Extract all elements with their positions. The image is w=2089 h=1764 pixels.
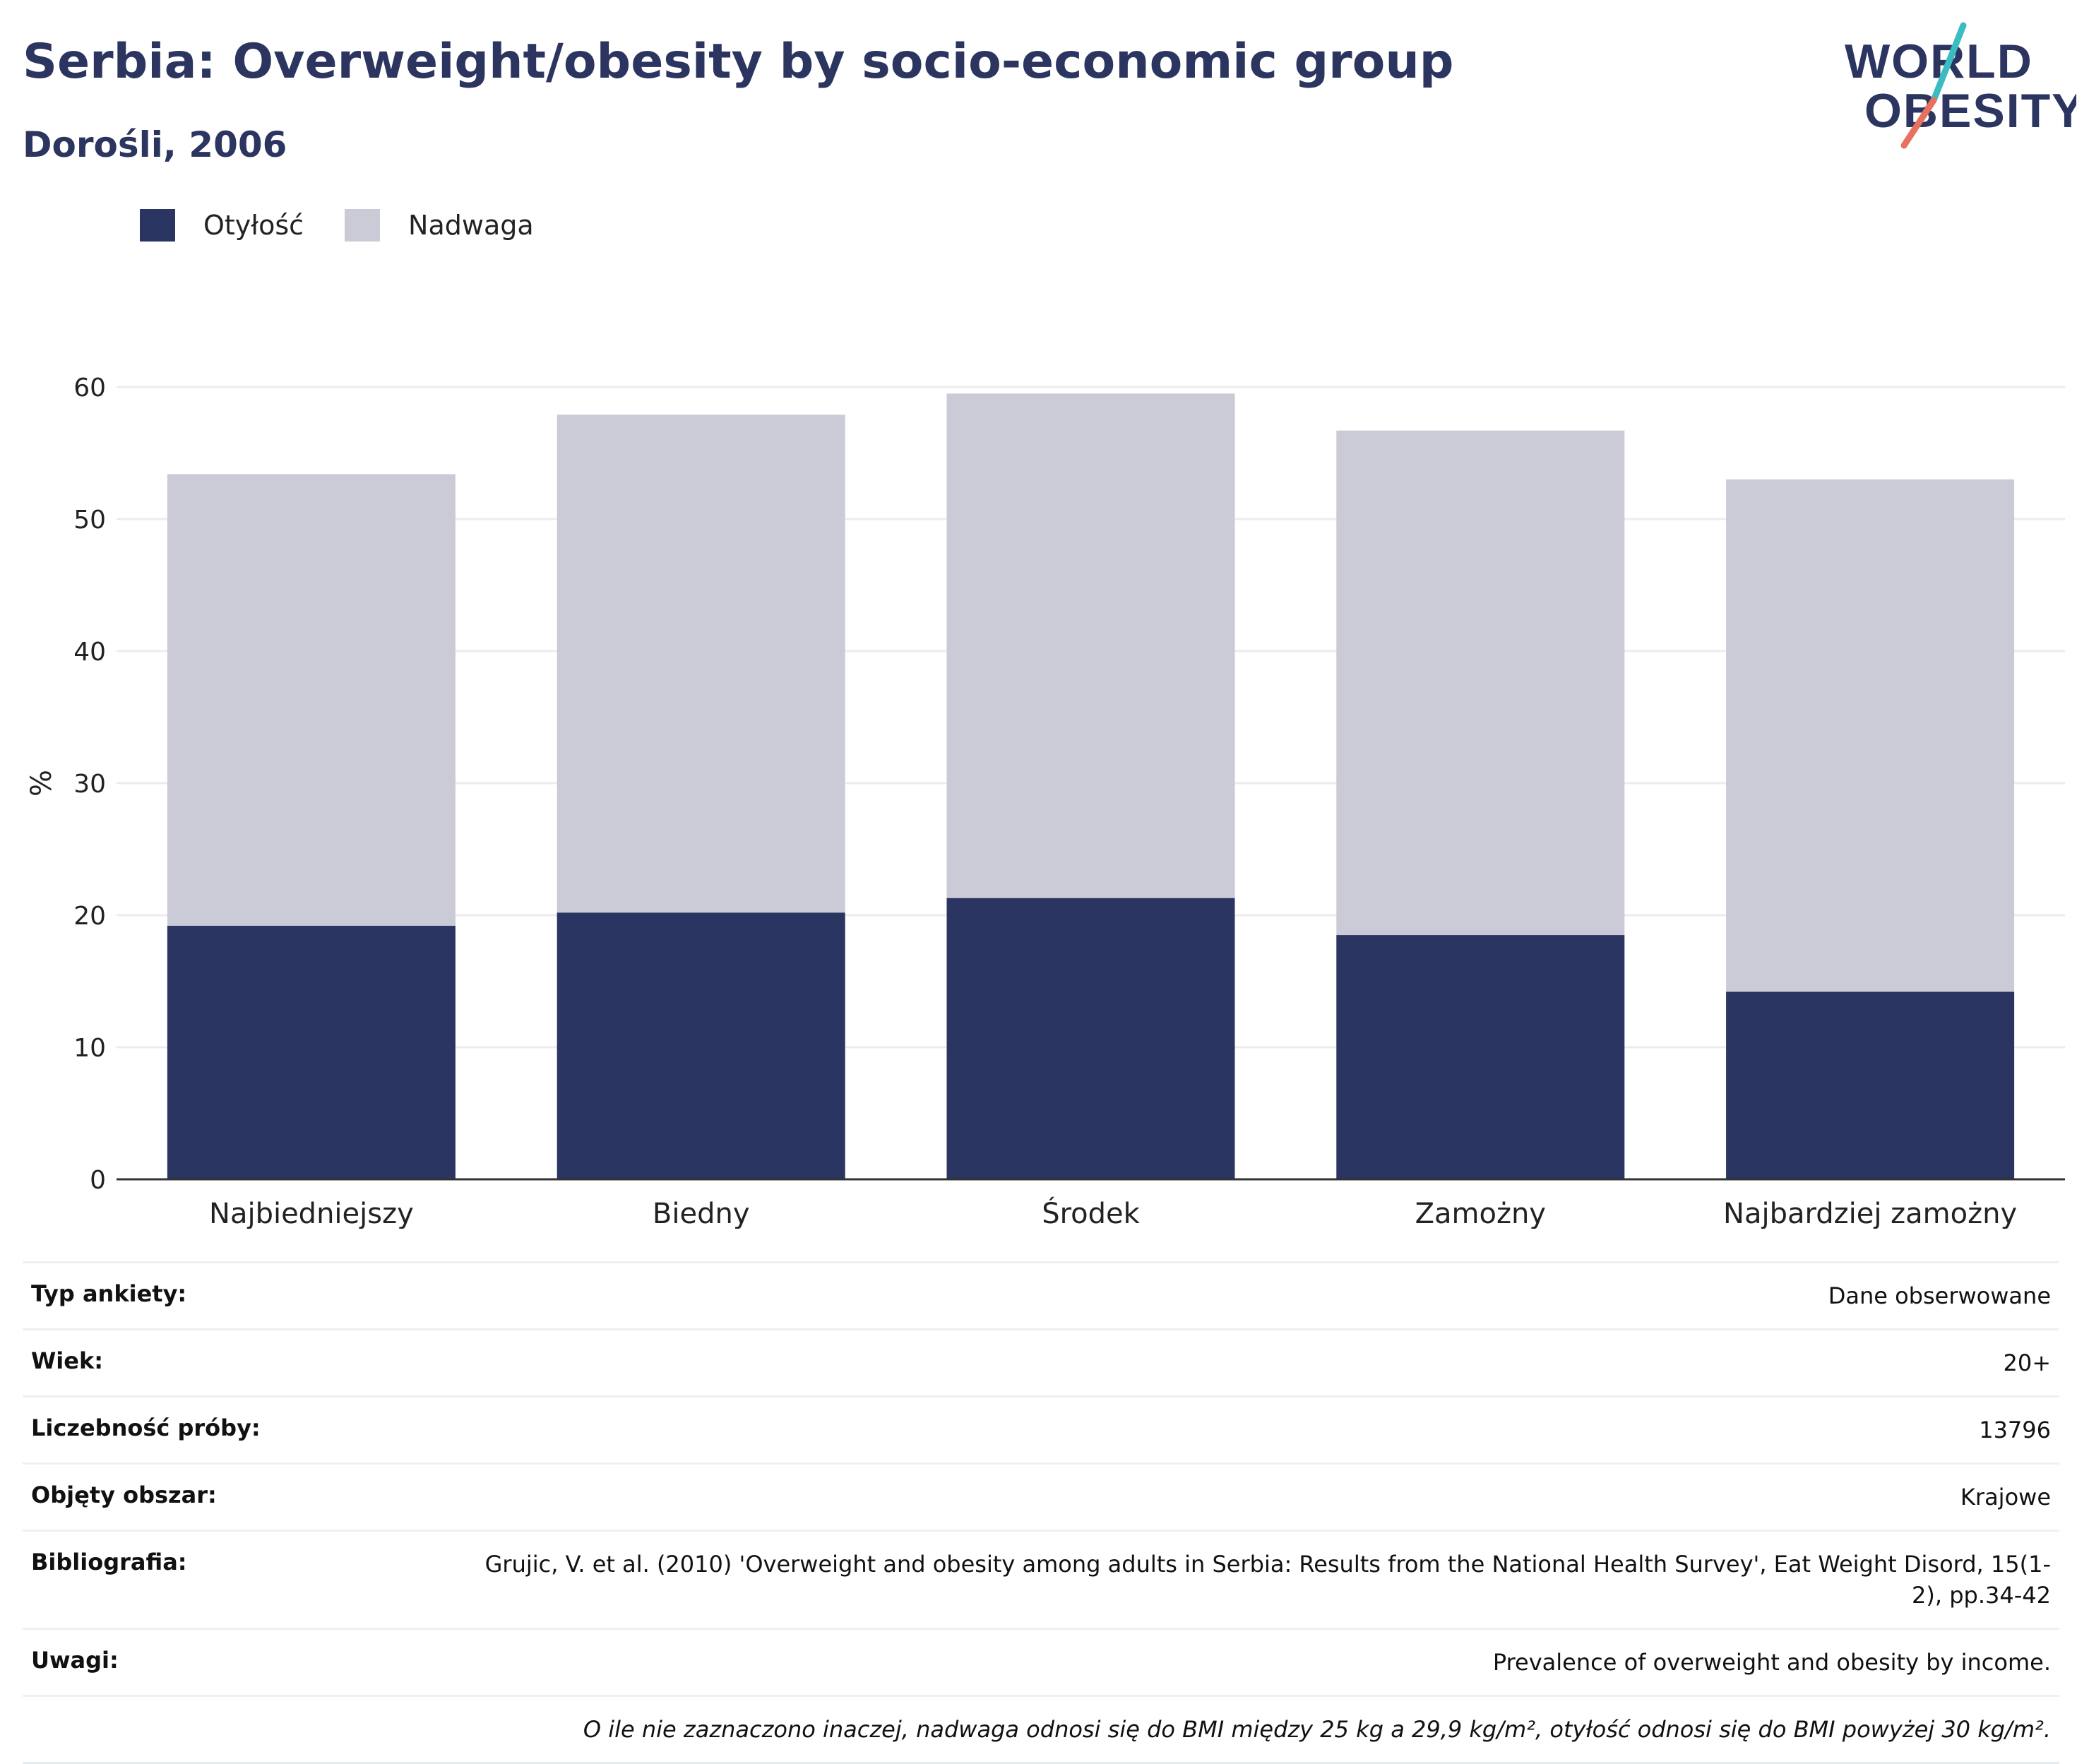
bar-obesity (167, 925, 456, 1179)
y-tick-label: 10 (73, 1034, 106, 1063)
bar-obesity (557, 912, 845, 1179)
info-key: Liczebność próby: (23, 1395, 463, 1464)
y-tick-label: 30 (73, 770, 106, 799)
info-key: Objęty obszar: (23, 1462, 463, 1531)
info-key: Typ ankiety: (23, 1261, 463, 1330)
y-axis-title: % (25, 770, 58, 797)
bar-overweight (557, 415, 845, 913)
survey-info-table: Typ ankiety: Dane obserwowane Wiek: 20+ Licz… (23, 1261, 2059, 1764)
info-row: Uwagi: Prevalence of overweight and obesi… (23, 1628, 2059, 1696)
footnote-row: O ile nie zaznaczono inaczej, nadwaga od… (23, 1695, 2059, 1764)
info-key: Wiek: (23, 1328, 463, 1397)
info-value: 20+ (463, 1328, 2059, 1397)
y-tick-label: 0 (90, 1166, 106, 1195)
x-tick-label: Najbardziej zamożny (1723, 1198, 2017, 1229)
bar-obesity (1726, 991, 2015, 1179)
logo-slash-red (1900, 97, 1937, 149)
y-tick-label: 20 (73, 902, 106, 931)
bar-chart: 0 10 20 30 40 50 60% Najbiedniejszy Biedny Środek… (25, 374, 2065, 1229)
x-tick-label: Środek (1042, 1196, 1140, 1229)
info-value: Krajowe (463, 1462, 2059, 1531)
info-key: Uwagi: (23, 1628, 463, 1696)
legend-label-obesity: Otyłość (203, 210, 304, 241)
bars (167, 393, 2015, 1179)
info-row: Liczebność próby: 13796 (23, 1395, 2059, 1464)
bar-obesity (946, 898, 1235, 1179)
info-value: Dane obserwowane (463, 1261, 2059, 1330)
x-tick-label: Najbiedniejszy (209, 1198, 414, 1229)
axes: 0 10 20 30 40 50 60% Najbiedniejszy Biedny Środek… (25, 374, 2065, 1229)
x-tick-label: Biedny (653, 1198, 750, 1229)
world-obesity-logo: WORLD OBESITY (1845, 22, 2076, 149)
y-tick-label: 40 (73, 638, 106, 667)
y-tick-label: 60 (73, 374, 106, 403)
info-row: Bibliografia: Grujic, V. et al. (2010) 'O… (23, 1530, 2059, 1629)
info-row: Objęty obszar: Krajowe (23, 1462, 2059, 1531)
info-row: Wiek: 20+ (23, 1328, 2059, 1397)
logo-slash-teal (1930, 22, 1967, 104)
x-tick-label: Zamożny (1415, 1198, 1546, 1229)
bar-overweight (946, 393, 1235, 898)
legend-swatch-overweight (345, 209, 381, 242)
bar-overweight (1726, 479, 2015, 992)
legend-swatch-obesity (140, 209, 175, 242)
info-row: Typ ankiety: Dane obserwowane (23, 1261, 2059, 1330)
info-value: 13796 (463, 1395, 2059, 1464)
info-key: Bibliografia: (23, 1530, 463, 1629)
logo-text-line1: WORLD (1845, 35, 2033, 88)
legend-label-overweight: Nadwaga (408, 210, 534, 241)
bar-overweight (167, 474, 456, 926)
logo-text-line2: OBESITY (1864, 84, 2076, 138)
bar-obesity (1336, 935, 1625, 1179)
chart-subtitle: Dorośli, 2006 (23, 124, 287, 165)
bar-overweight (1336, 430, 1625, 936)
info-value: Grujic, V. et al. (2010) 'Overweight and… (463, 1530, 2059, 1629)
chart-legend: Otyłość Nadwaga (140, 209, 575, 242)
y-tick-label: 50 (73, 506, 106, 535)
chart-title: Serbia: Overweight/obesity by socio-econ… (23, 34, 1454, 90)
info-value: Prevalence of overweight and obesity by … (463, 1628, 2059, 1696)
footnote: O ile nie zaznaczono inaczej, nadwaga od… (463, 1695, 2059, 1764)
